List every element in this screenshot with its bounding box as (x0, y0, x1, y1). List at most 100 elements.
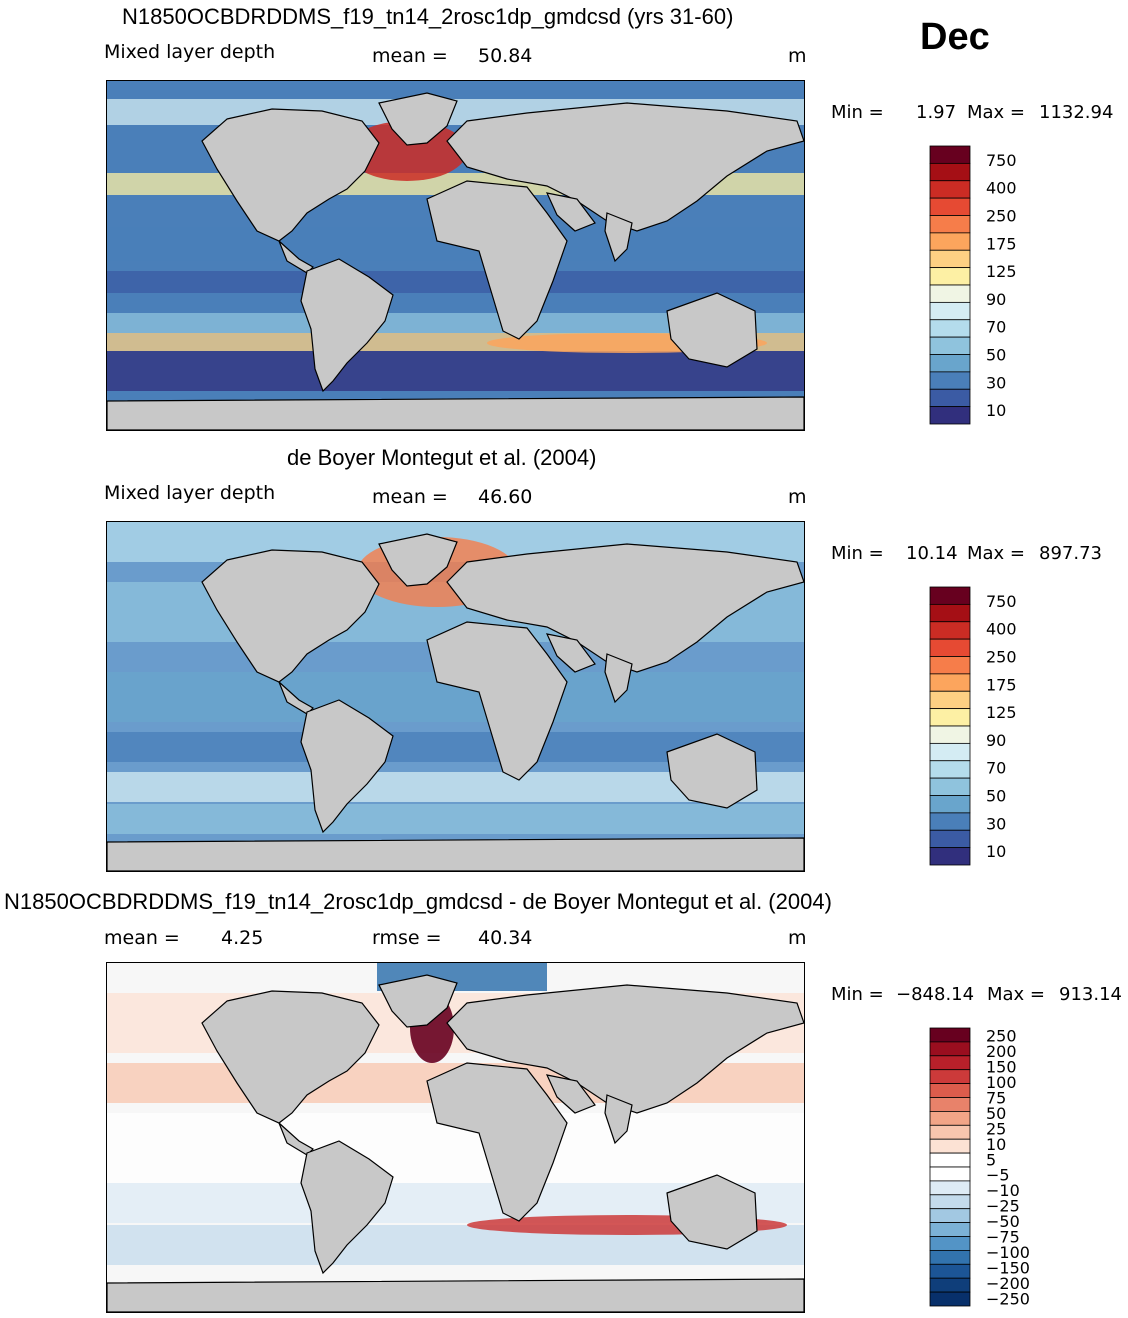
colorbar-swatch (929, 232, 971, 251)
colorbar-tick-label: −250 (986, 1289, 1030, 1308)
panel3-title: N1850OCBDRDDMS_f19_tn14_2rosc1dp_gmdcsd … (4, 889, 832, 914)
colorbar-swatch (929, 1083, 971, 1098)
land-australia (666, 1174, 758, 1250)
land-india (604, 212, 633, 263)
panel2-variable-label: Mixed layer depth (104, 482, 276, 504)
panel2-min-label: Min = (831, 543, 884, 564)
colorbar-swatch (929, 725, 971, 744)
colorbar-tick-label: 250 (986, 207, 1017, 226)
colorbar-swatch (929, 1069, 971, 1085)
contour-band (107, 313, 804, 333)
colorbar-swatch (929, 354, 971, 373)
land-north-america (201, 549, 380, 683)
land-arabia (545, 1074, 596, 1114)
colorbar-tick-label: 25 (986, 1119, 1006, 1138)
land-antarctica (107, 1278, 804, 1312)
colorbar-tick-label: 75 (986, 1089, 1006, 1108)
colorbar-swatch (929, 1249, 971, 1265)
panel1-title: N1850OCBDRDDMS_f19_tn14_2rosc1dp_gmdcsd … (122, 4, 734, 29)
panel3-mean-label: mean = (104, 927, 180, 949)
colorbar-swatch (929, 249, 971, 269)
colorbar-tick-label: 125 (986, 262, 1017, 281)
colorbar-tick-label: 10 (986, 1135, 1006, 1154)
colorbar-tick-label: −50 (986, 1212, 1020, 1231)
land-india (604, 1094, 633, 1145)
colorbar-tick-label: 250 (986, 1027, 1017, 1046)
land-africa (426, 180, 568, 340)
panel1-max-label: Max = (967, 102, 1026, 123)
colorbar-swatch (929, 638, 971, 657)
land-south-america (300, 1140, 394, 1275)
land-arabia (545, 192, 596, 232)
panel1-colorbar: 750 400 250 175 125 90 70 50 30 10 (929, 145, 1017, 425)
land-greenland (378, 92, 458, 146)
land-south-america (300, 699, 394, 834)
colorbar-tick-label: −5 (986, 1166, 1010, 1185)
colorbar-tick-label: −150 (986, 1258, 1030, 1277)
land-eurasia (446, 984, 804, 1114)
colorbar-swatch (929, 1263, 971, 1279)
land-eurasia (446, 102, 804, 232)
panel2-max-value: 897.73 (1039, 543, 1102, 564)
colorbar-swatch (929, 1277, 971, 1293)
colorbar-tick-label: 90 (986, 290, 1006, 309)
colorbar-tick-label: −200 (986, 1274, 1030, 1293)
colorbar-swatch (929, 267, 971, 286)
land-north-america (201, 108, 380, 242)
land-australia (666, 292, 758, 368)
land-australia (666, 733, 758, 809)
colorbar-swatch (929, 673, 971, 692)
colorbar-tick-label: 250 (986, 648, 1017, 667)
panel2-map (106, 521, 805, 872)
panel3-units: m (788, 927, 807, 949)
colorbar-tick-label: −10 (986, 1181, 1020, 1200)
colorbar-swatch (929, 197, 971, 216)
colorbar-swatch (929, 829, 971, 849)
colorbar-swatch (929, 1027, 971, 1043)
colorbar-tick-label: 30 (986, 373, 1006, 392)
colorbar-swatch (929, 812, 971, 831)
panel1-max-value: 1132.94 (1039, 102, 1114, 123)
colorbar-swatch (929, 1111, 971, 1126)
colorbar-swatch (929, 586, 971, 605)
panel1-min-value: 1.97 (916, 102, 957, 123)
colorbar-tick-label: 750 (986, 592, 1017, 611)
colorbar-tick-label: 150 (986, 1058, 1017, 1077)
colorbar-swatch (929, 795, 971, 814)
colorbar-swatch (929, 371, 971, 390)
panel3-min-label: Min = (831, 984, 884, 1005)
colorbar-tick-label: 400 (986, 620, 1017, 639)
colorbar-swatch (929, 1055, 971, 1071)
colorbar-tick-label: 50 (986, 1104, 1006, 1123)
colorbar-swatch (929, 1138, 971, 1154)
colorbar-tick-label: −100 (986, 1243, 1030, 1262)
contour-band (107, 271, 804, 293)
panel1-variable-label: Mixed layer depth (104, 41, 276, 63)
colorbar-swatch (929, 336, 971, 355)
panel2-title: de Boyer Montegut et al. (2004) (287, 445, 597, 470)
colorbar-tick-label: 100 (986, 1073, 1017, 1092)
colorbar-tick-label: 750 (986, 151, 1017, 170)
colorbar-swatch (929, 301, 971, 321)
colorbar-tick-label: 400 (986, 179, 1017, 198)
land-antarctica (107, 396, 804, 430)
colorbar-tick-label: 50 (986, 787, 1006, 806)
colorbar-swatch (929, 388, 971, 408)
month-label: Dec (920, 16, 990, 58)
land-india (604, 653, 633, 704)
panel2-max-label: Max = (967, 543, 1026, 564)
colorbar-tick-label: 70 (986, 759, 1006, 778)
colorbar-tick-label: −25 (986, 1197, 1020, 1216)
land-africa (426, 621, 568, 781)
panel3-rmse-value: 40.34 (478, 927, 533, 949)
panel3-rmse-label: rmse = (372, 927, 442, 949)
land-greenland (378, 974, 458, 1028)
panel3-mean-value: 4.25 (221, 927, 264, 949)
colorbar-swatch (929, 1222, 971, 1237)
panel3-colorbar: 250 200 150 100 75 50 25 10 5 −5 −10 −25 −50 −75 −100−… (929, 1027, 1030, 1308)
colorbar-tick-label: 5 (986, 1150, 996, 1169)
colorbar-tick-label: 175 (986, 675, 1017, 694)
colorbar-tick-label: 50 (986, 346, 1006, 365)
colorbar-swatch (929, 215, 971, 234)
colorbar-swatch (929, 760, 971, 779)
